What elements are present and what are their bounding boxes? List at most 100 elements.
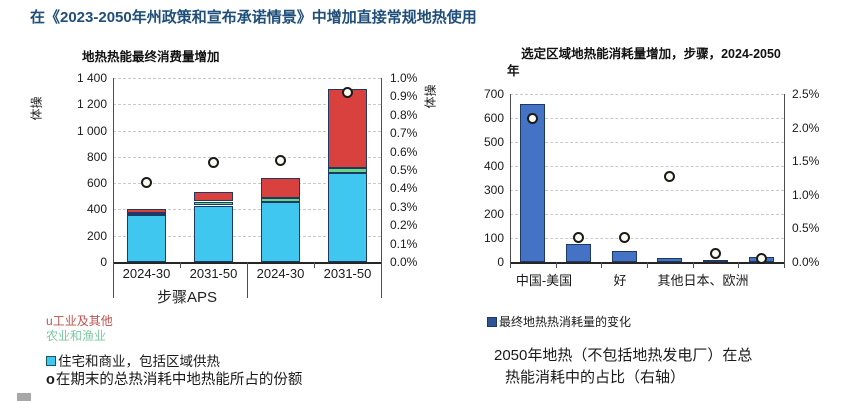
bar-segment <box>261 198 300 202</box>
gridline <box>510 214 784 215</box>
y-tick-label: 200 <box>483 207 504 221</box>
group-label-aps: APS <box>187 289 218 306</box>
gridline <box>510 166 784 167</box>
y-tick-label: 600 <box>86 176 107 191</box>
y2-tick-label: 0.8% <box>390 107 418 122</box>
y-tick-label: 0 <box>497 255 504 269</box>
share-dot <box>573 232 584 244</box>
y-tick-label: 700 <box>483 87 504 101</box>
x-tick-label: 其他日本、欧洲 <box>657 273 749 288</box>
bar-segment <box>194 205 233 262</box>
tick-mark <box>180 262 181 268</box>
left-chart-group-labels: 步骤APS <box>157 286 217 307</box>
gridline <box>113 183 381 185</box>
share-dot <box>664 170 676 182</box>
gridline <box>510 142 784 143</box>
agriculture-label: 农业和渔业 <box>46 329 107 343</box>
x-tick-label: 2031-50 <box>189 266 238 281</box>
tick-mark <box>555 262 557 268</box>
right-axis-line <box>784 94 785 262</box>
y2-tick-label: 0.5% <box>792 221 820 236</box>
share-dot <box>275 155 286 167</box>
gridline <box>510 238 784 239</box>
tick-mark <box>601 262 603 268</box>
gridline <box>113 235 381 237</box>
y2-tick-label: 1.0% <box>792 187 820 202</box>
group-bracket <box>381 262 382 298</box>
gridline <box>113 209 381 211</box>
residential-square-icon <box>46 356 56 367</box>
tick-mark <box>692 262 694 268</box>
y2-tick-label: 0.5% <box>390 163 418 177</box>
y-tick-label: 400 <box>86 202 107 217</box>
y2-tick-label: 0.0% <box>792 255 820 269</box>
bar-segment <box>328 168 367 173</box>
share-dot <box>208 157 219 169</box>
y2-tick-label: 0.0% <box>390 255 418 269</box>
x-tick-label: 中国-美国 <box>515 273 573 288</box>
gridline <box>113 156 381 158</box>
y2-tick-label: 0.9% <box>390 89 418 104</box>
tick-mark <box>784 262 785 268</box>
right-caption-line2: 热能消耗中的占比（右轴） <box>505 369 686 386</box>
share-label: 在期末的总热消耗中地热能所占的份额 <box>55 372 303 388</box>
page-title: 在《2023-2050年州政策和宣布承诺情景》中增加直接常规地热使用 <box>30 9 477 26</box>
tick-mark <box>314 262 315 268</box>
y-tick-label: 800 <box>86 149 107 164</box>
legend-item-final-consumption: 最终地热热消耗量的变化 <box>487 313 631 330</box>
residential-label: 住宅和商业，包括区域供热 <box>58 354 220 369</box>
bar-segment <box>194 201 233 206</box>
group-bracket <box>247 262 248 298</box>
right-chart-title-line2: 年 <box>507 64 520 78</box>
corner-artifact <box>17 393 31 401</box>
final-consumption-label: 最终地热热消耗量的变化 <box>499 315 632 329</box>
left-chart-title: 地热热能最终消费量增加 <box>82 50 220 64</box>
share-dot <box>755 253 767 265</box>
y-tick-label: 100 <box>483 231 504 245</box>
share-dot <box>141 177 152 189</box>
legend-item-agriculture: 农业和渔业 <box>46 327 106 344</box>
x-tick-label: 2031-50 <box>323 266 372 281</box>
y-tick-label: 0 <box>100 255 107 269</box>
x-tick-label: 好 <box>613 273 627 288</box>
y2-tick-label: 0.1% <box>390 236 418 251</box>
bar <box>566 244 591 262</box>
industry-label: 工业及其他 <box>52 314 113 328</box>
y2-tick-label: 0.3% <box>390 199 418 214</box>
share-circle-marker: o <box>46 372 55 388</box>
y2-tick-label: 1.0% <box>390 71 418 85</box>
bar-segment <box>127 209 166 213</box>
y-tick-label: 300 <box>483 183 504 197</box>
y-tick-label: 1 000 <box>76 123 107 138</box>
bar-segment <box>328 172 367 262</box>
bar <box>703 260 728 263</box>
bar <box>657 257 683 262</box>
bar-segment <box>261 201 300 262</box>
legend-item-residential: 住宅和商业，包括区域供热 <box>46 350 220 370</box>
industry-marker: u <box>46 314 53 328</box>
y-tick-label: 1 400 <box>76 71 107 85</box>
y-tick-label: 400 <box>483 159 504 173</box>
gridline <box>510 118 784 119</box>
y2-tick-label: 0.4% <box>390 181 418 196</box>
bar-segment <box>127 214 166 262</box>
tick-mark <box>647 262 648 268</box>
right-y-axis-label: 体操 <box>423 84 438 109</box>
final-consumption-square-icon <box>487 316 497 327</box>
x-tick-label: 2024-30 <box>256 266 305 281</box>
group-bracket <box>113 262 114 298</box>
right-chart-title-line1: 选定区域地热能消耗量增加，步骤，2024-2050 <box>521 47 781 61</box>
y-tick-label: 200 <box>86 228 107 243</box>
bar-segment <box>328 88 367 168</box>
legend-item-share: o在期末的总热消耗中地热能所占的份额 <box>46 368 302 389</box>
bar <box>611 251 637 262</box>
x-tick-label: 2024-30 <box>122 266 171 281</box>
tick-mark <box>510 262 511 268</box>
gridline <box>510 190 784 191</box>
y-tick-label: 600 <box>483 111 504 125</box>
y2-tick-label: 2.5% <box>792 87 820 101</box>
gridline <box>113 78 381 79</box>
group-label-steps: 步骤 <box>157 289 188 306</box>
share-dot <box>527 112 539 124</box>
